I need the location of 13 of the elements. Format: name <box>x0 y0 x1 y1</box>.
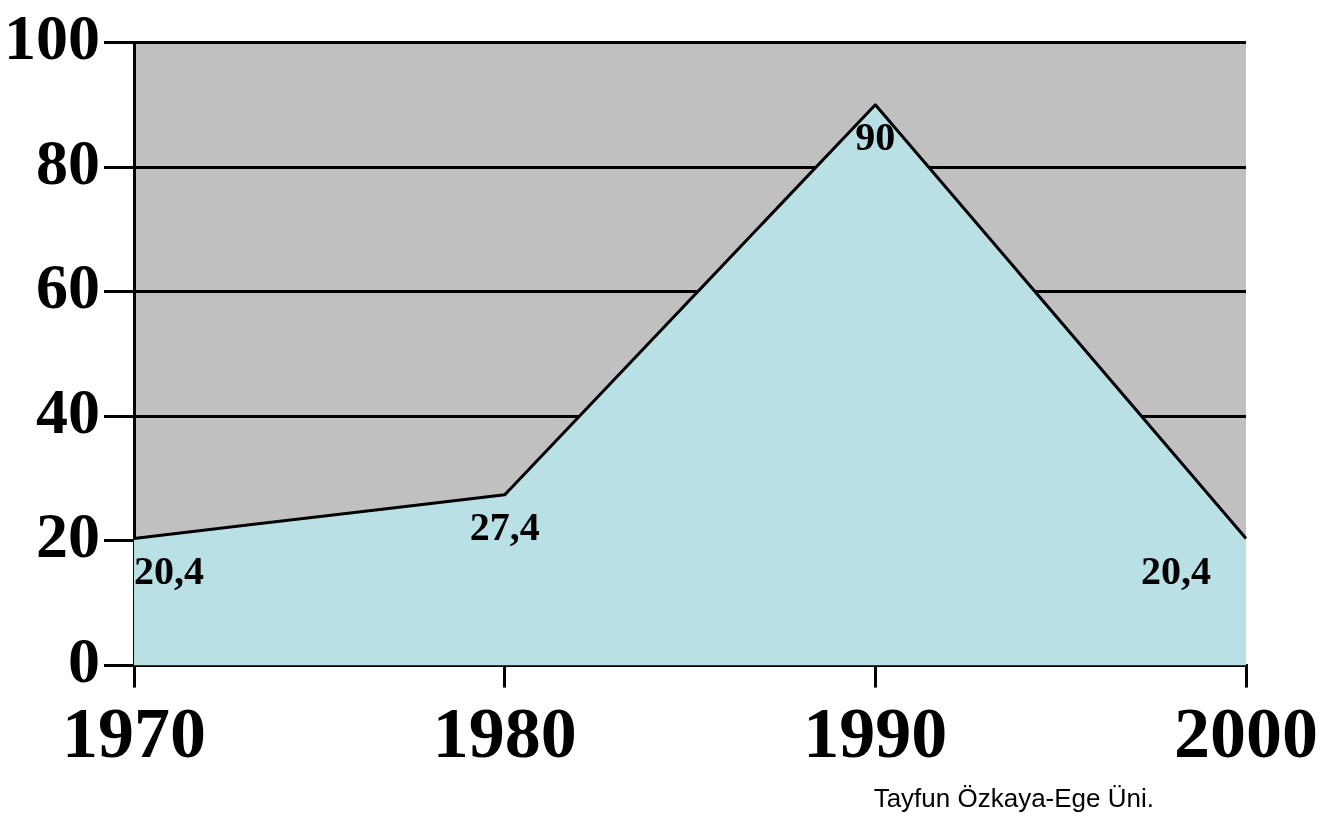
x-tick-label: 1980 <box>432 693 577 774</box>
y-tick-label: 60 <box>36 251 100 323</box>
y-tick-label: 20 <box>36 500 100 572</box>
data-label: 27,4 <box>469 504 540 550</box>
text: Tayfun Özkaya-Ege Üni. <box>873 783 1154 814</box>
data-label: 90 <box>855 114 896 160</box>
x-tick-label: 1990 <box>803 693 948 774</box>
data-label: 20,4 <box>134 547 204 593</box>
data-label: 20,4 <box>1141 547 1211 593</box>
y-tick-label: 100 <box>4 1 100 73</box>
y-tick-label: 80 <box>36 126 100 198</box>
x-tick-label: 2000 <box>1174 693 1318 774</box>
y-tick-label: 40 <box>36 375 100 447</box>
